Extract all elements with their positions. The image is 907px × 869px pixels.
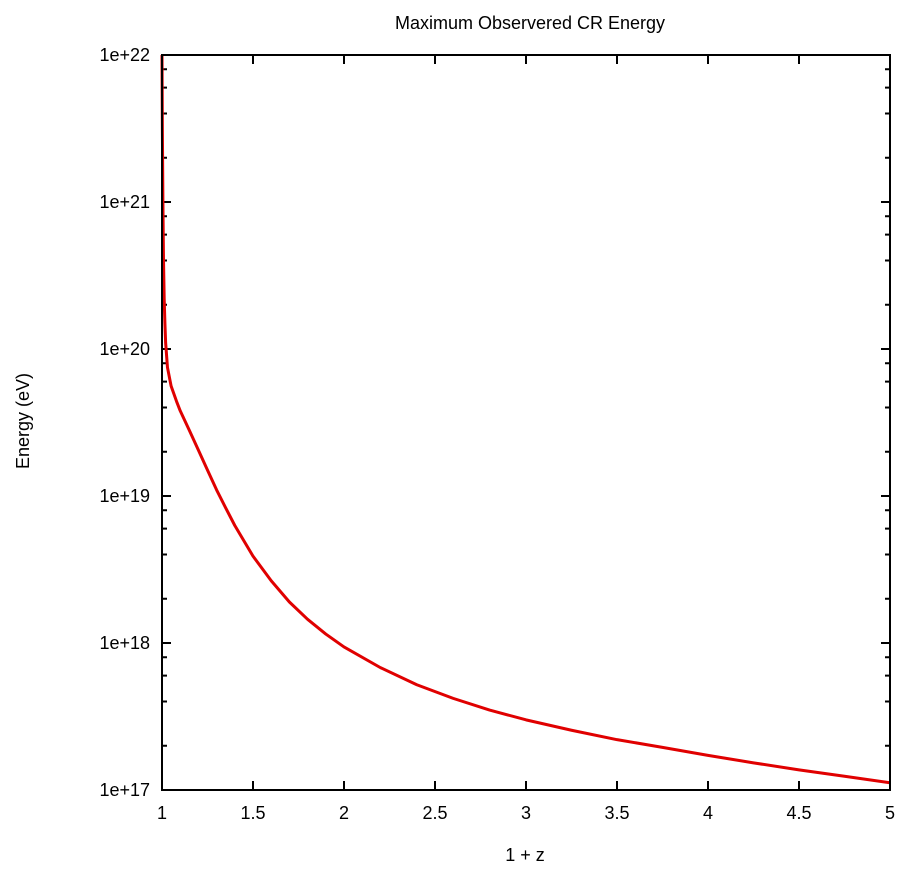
x-tick-label: 4.5	[786, 803, 811, 823]
y-tick-label: 1e+18	[99, 633, 150, 653]
chart-title: Maximum Observered CR Energy	[395, 13, 665, 33]
x-tick-label: 4	[703, 803, 713, 823]
x-tick-label: 1.5	[240, 803, 265, 823]
axis-tick-labels: 1 1.5 2 2.5 3 3.5 4 4.5 5 1e+17 1e+18 1e+19 1e+20 1e+…	[99, 45, 895, 823]
x-axis-label: 1 + z	[505, 845, 545, 865]
x-tick-label: 3	[521, 803, 531, 823]
y-tick-label: 1e+19	[99, 486, 150, 506]
x-tick-label: 3.5	[604, 803, 629, 823]
y-tick-label: 1e+17	[99, 780, 150, 800]
y-tick-label: 1e+22	[99, 45, 150, 65]
x-tick-label: 2	[339, 803, 349, 823]
y-tick-label: 1e+20	[99, 339, 150, 359]
x-tick-label: 2.5	[422, 803, 447, 823]
y-axis-label: Energy (eV)	[13, 373, 33, 469]
axis-ticks	[161, 54, 891, 791]
plot-frame	[161, 54, 891, 791]
series-line	[160, 54, 891, 785]
y-tick-label: 1e+21	[99, 192, 150, 212]
x-tick-label: 5	[885, 803, 895, 823]
x-tick-label: 1	[157, 803, 167, 823]
series-group	[160, 54, 891, 785]
